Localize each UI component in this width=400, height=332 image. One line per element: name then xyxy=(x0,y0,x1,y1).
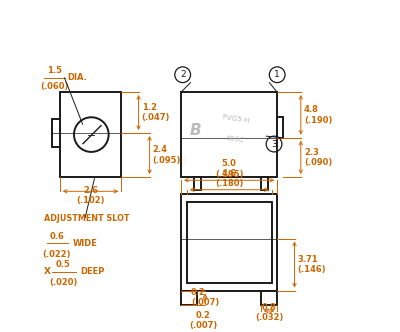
Text: 0.6: 0.6 xyxy=(49,232,64,241)
Bar xyxy=(261,290,277,305)
Text: 0.5: 0.5 xyxy=(56,260,70,269)
Bar xyxy=(187,202,272,283)
Text: 3: 3 xyxy=(271,139,277,148)
Text: WIDE: WIDE xyxy=(72,239,97,248)
Text: 1: 1 xyxy=(274,70,280,79)
Text: 1.2
(.047): 1.2 (.047) xyxy=(142,103,170,122)
Bar xyxy=(181,290,198,305)
Bar xyxy=(52,119,60,147)
Text: (.022): (.022) xyxy=(42,250,71,259)
Text: (.020): (.020) xyxy=(49,278,77,287)
Text: 5.0
(.195): 5.0 (.195) xyxy=(215,159,243,179)
Text: DIA.: DIA. xyxy=(68,73,88,82)
Bar xyxy=(181,92,277,177)
Text: 0.8
(.032): 0.8 (.032) xyxy=(255,303,283,322)
Text: 2: 2 xyxy=(180,70,186,79)
Text: 0.2
(.007): 0.2 (.007) xyxy=(189,311,217,330)
Text: 4.6
(.180): 4.6 (.180) xyxy=(215,169,244,188)
Text: DEEP: DEEP xyxy=(80,267,105,276)
Text: 3.71
(.146): 3.71 (.146) xyxy=(298,255,326,274)
Text: (.060): (.060) xyxy=(40,82,68,91)
Text: B: B xyxy=(190,123,201,138)
Bar xyxy=(181,195,277,290)
Text: X: X xyxy=(44,267,51,276)
Text: 2.3
(.090): 2.3 (.090) xyxy=(304,148,332,167)
Text: 2.4
(.095): 2.4 (.095) xyxy=(153,145,181,165)
Text: PVG5 H: PVG5 H xyxy=(222,115,250,124)
Text: 0.2
(.007): 0.2 (.007) xyxy=(191,288,219,307)
Text: 1.5: 1.5 xyxy=(47,66,62,75)
Text: 4.8
(.190): 4.8 (.190) xyxy=(304,105,332,124)
Text: 603C: 603C xyxy=(225,134,245,143)
Text: 2.6
(.102): 2.6 (.102) xyxy=(76,186,105,206)
Bar xyxy=(262,177,268,190)
Text: ADJUSTMENT SLOT: ADJUSTMENT SLOT xyxy=(44,213,130,222)
Bar xyxy=(194,177,201,190)
Bar xyxy=(277,117,284,138)
Bar xyxy=(60,92,121,177)
